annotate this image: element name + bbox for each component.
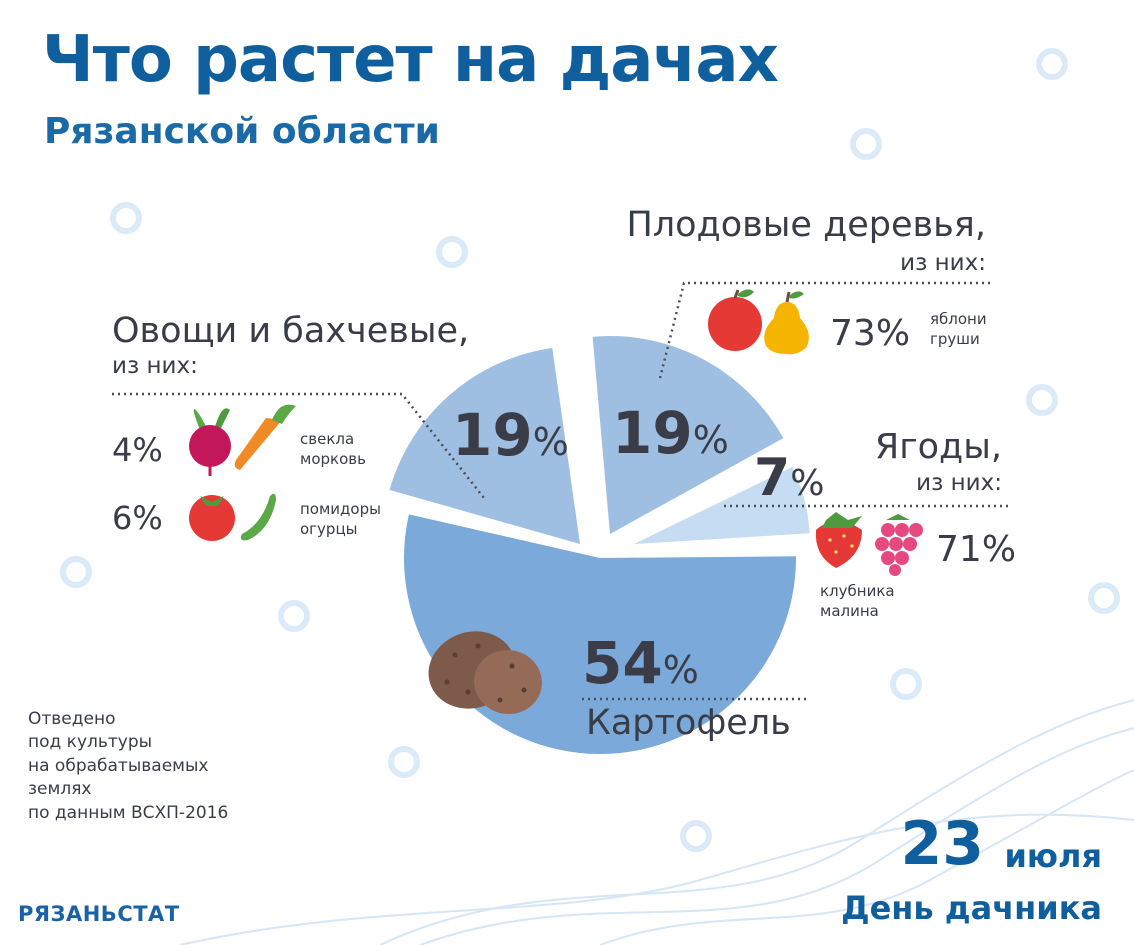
beet-icon	[189, 408, 231, 476]
potato-icon	[428, 631, 542, 715]
raspberry-icon	[875, 514, 923, 576]
share-apple-pear: 73%	[830, 313, 911, 354]
crops-beet-carrot: свекла морковь	[300, 430, 366, 469]
label-berries-sub: из них:	[916, 470, 1002, 496]
leader-trees	[658, 281, 990, 379]
page-subtitle: Рязанской области	[44, 111, 440, 152]
share-tomato-cucumber: 6%	[112, 499, 163, 537]
apple-icon	[708, 289, 762, 351]
share-beet-carrot: 4%	[112, 431, 163, 469]
label-vegetables-sub: из них:	[112, 353, 198, 379]
crops-strawberry-raspberry: клубника малина	[820, 582, 895, 621]
slice-trees	[592, 336, 784, 534]
label-trees-sub: из них:	[900, 250, 986, 276]
label-vegetables: Овощи и бахчевые,	[112, 311, 470, 351]
crops-apple-pear: яблони груши	[930, 310, 987, 349]
decor-circles	[60, 48, 1120, 852]
strawberry-icon	[815, 512, 862, 568]
cucumber-icon	[240, 493, 276, 541]
date-month: июля	[1004, 837, 1102, 875]
share-strawberry-raspberry: 71%	[936, 529, 1017, 570]
label-potato: Картофель	[586, 703, 791, 743]
decor-waves	[179, 699, 1134, 945]
label-berries: Ягоды,	[874, 427, 1002, 467]
slice-berries	[634, 466, 810, 544]
pct-berries: 7%	[754, 448, 825, 508]
carrot-icon	[234, 404, 296, 470]
pear-icon	[764, 291, 809, 355]
holiday-name: День дачника	[841, 889, 1102, 927]
footnote: Отведено под культуры на обрабатываемых …	[28, 709, 229, 823]
label-trees: Плодовые деревья,	[626, 205, 986, 245]
pct-potato: 54%	[582, 629, 699, 697]
slice-vegetables	[389, 347, 580, 544]
crops-tomato-cucumber: помидоры огурцы	[300, 500, 381, 539]
org-logo-text: РЯЗАНЬСТАТ	[18, 902, 180, 926]
pct-trees: 19%	[612, 399, 729, 467]
page-title: Что растет на дачах	[42, 23, 779, 97]
pct-vegetables: 19%	[452, 401, 569, 469]
date-day: 23	[900, 809, 985, 879]
leader-lines	[112, 281, 1010, 701]
leader-vegetables	[112, 392, 485, 499]
tomato-icon	[189, 495, 235, 541]
